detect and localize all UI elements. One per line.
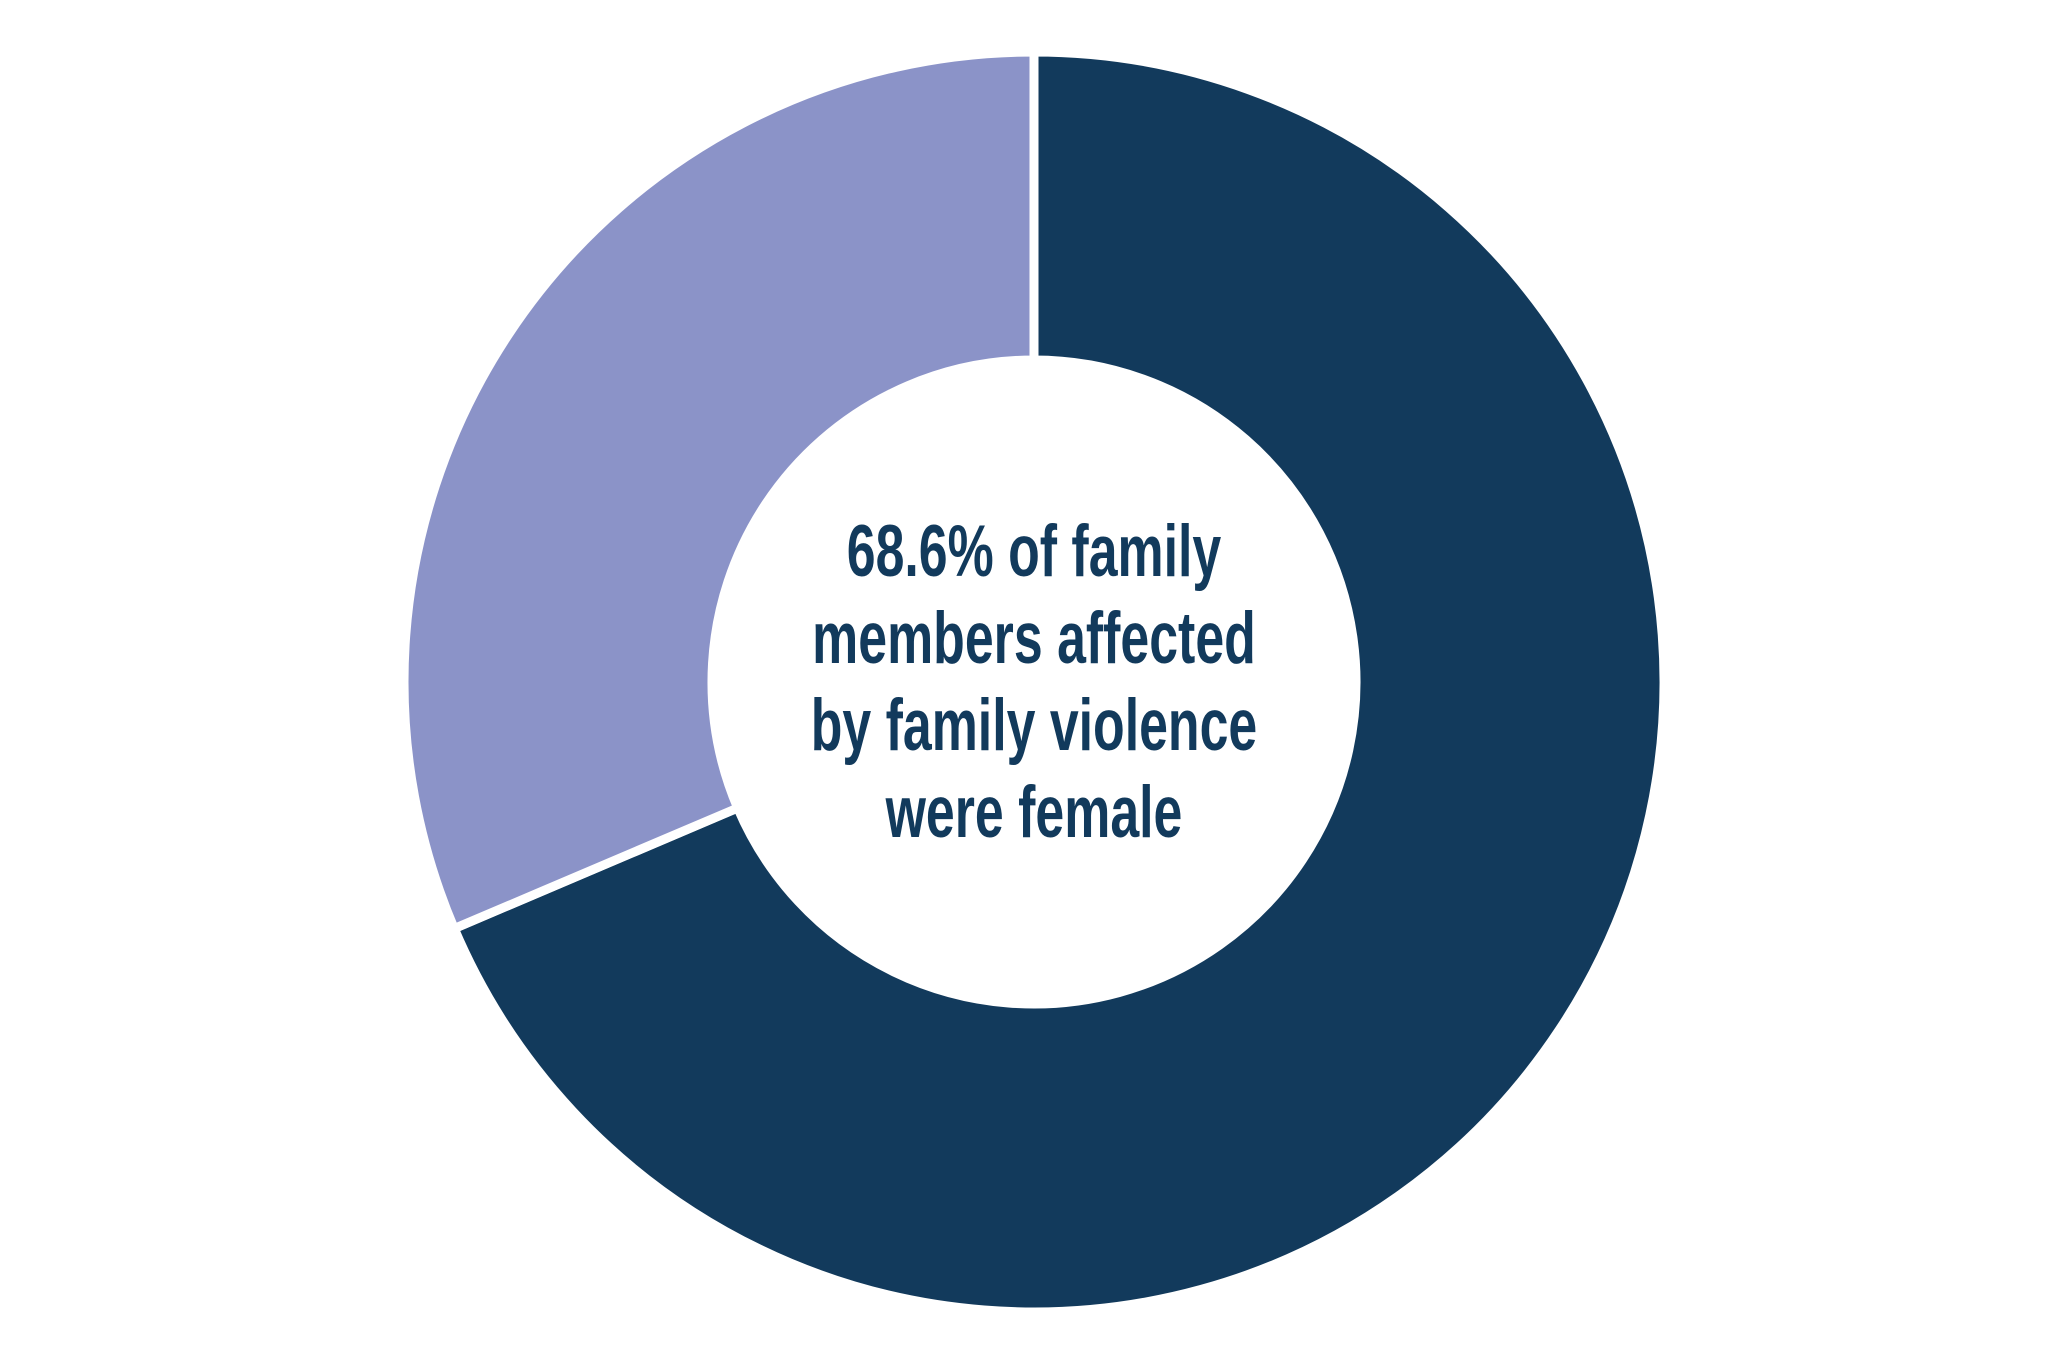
center-label-line-4: were female <box>885 772 1183 853</box>
donut-center-label: 68.6% of family members affected by fami… <box>811 508 1258 856</box>
donut-slice-female <box>448 47 1669 1317</box>
center-label-line-3: by family violence <box>810 685 1258 766</box>
center-label-line-1: 68.6% of family <box>846 511 1222 592</box>
center-label-line-2: members affected <box>812 598 1256 679</box>
donut-slice-other <box>399 47 1039 935</box>
